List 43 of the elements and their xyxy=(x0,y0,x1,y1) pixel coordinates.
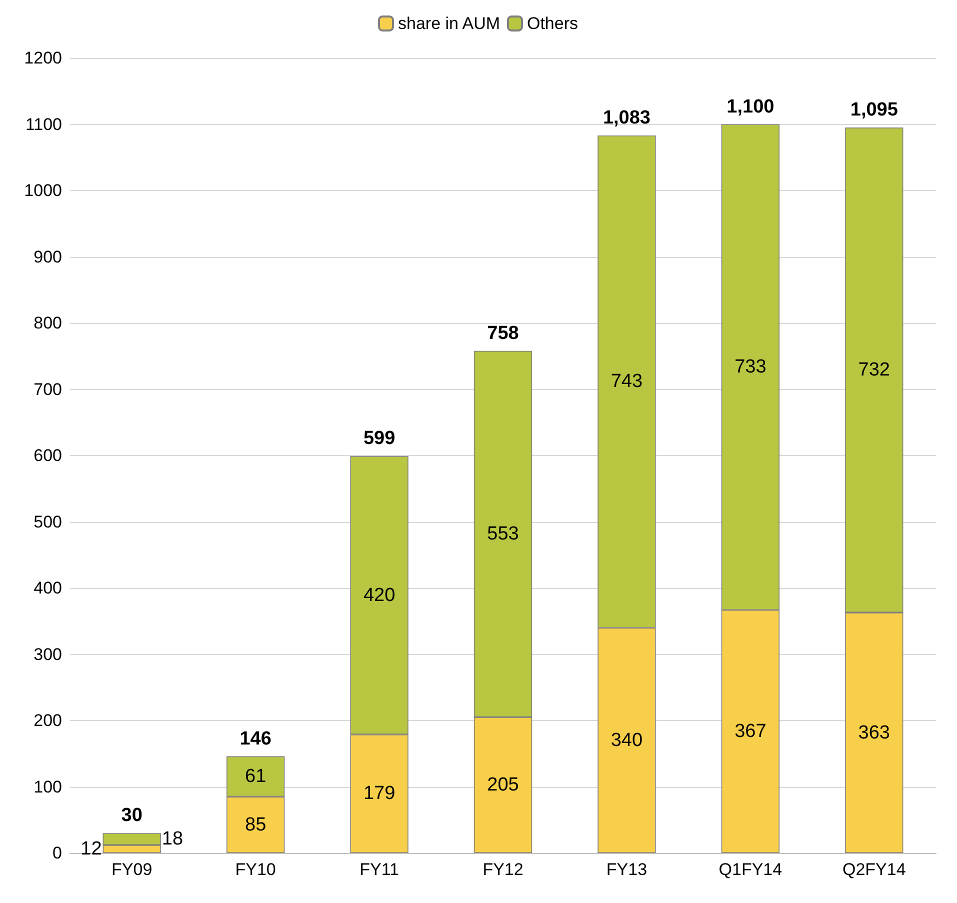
x-tick-label: FY13 xyxy=(606,860,648,879)
x-tick-label: Q2FY14 xyxy=(842,860,906,879)
y-tick-label: 400 xyxy=(34,578,62,598)
data-label: 367 xyxy=(734,720,766,742)
y-tick-label: 600 xyxy=(34,446,62,465)
data-label: 205 xyxy=(487,774,519,796)
y-tick-label: 0 xyxy=(52,844,62,862)
data-label: 732 xyxy=(858,360,890,381)
y-tick-label: 1200 xyxy=(24,48,62,68)
legend-label: share in AUM xyxy=(398,14,500,33)
total-label: 1,095 xyxy=(850,100,898,121)
data-label: 733 xyxy=(734,356,766,378)
data-label: 553 xyxy=(487,524,519,545)
x-tick-label: FY11 xyxy=(360,860,399,879)
data-label: 363 xyxy=(858,722,890,744)
y-tick-label: 1100 xyxy=(25,114,62,134)
x-tick-label: FY12 xyxy=(482,860,524,879)
y-tick-label: 300 xyxy=(34,644,62,664)
data-label: 85 xyxy=(245,814,266,836)
data-label: 12 xyxy=(80,838,102,860)
total-label: 1,100 xyxy=(726,96,774,118)
data-label: 340 xyxy=(610,730,643,751)
y-tick-label: 500 xyxy=(34,512,62,532)
data-label: 743 xyxy=(610,371,643,392)
y-tick-label: 700 xyxy=(34,380,62,399)
x-tick-label: FY10 xyxy=(235,860,276,879)
data-label: 179 xyxy=(363,783,396,804)
y-tick-label: 100 xyxy=(34,777,62,796)
y-tick-label: 1000 xyxy=(24,181,62,200)
data-label: 420 xyxy=(363,584,396,606)
data-label: 18 xyxy=(162,828,184,850)
total-label: 599 xyxy=(363,428,396,450)
y-tick-label: 200 xyxy=(34,711,62,730)
y-tick-label: 800 xyxy=(34,314,62,332)
total-label: 758 xyxy=(487,322,519,344)
total-label: 146 xyxy=(240,728,272,750)
total-label: 1,083 xyxy=(602,108,650,129)
x-tick-label: FY09 xyxy=(112,860,152,879)
data-label: 61 xyxy=(245,766,266,787)
legend-label: Others xyxy=(526,14,578,33)
total-label: 30 xyxy=(121,805,142,826)
y-tick-label: 900 xyxy=(34,247,62,266)
x-tick-label: Q1FY14 xyxy=(718,860,782,879)
